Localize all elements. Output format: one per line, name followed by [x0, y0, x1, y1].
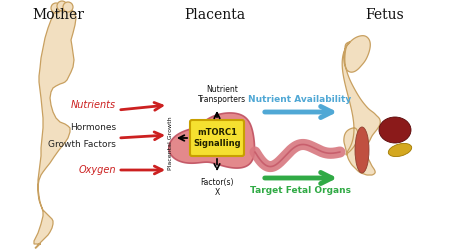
FancyBboxPatch shape — [190, 120, 244, 156]
Text: Placenta: Placenta — [184, 8, 246, 22]
Ellipse shape — [63, 2, 73, 12]
Text: Factor(s)
X: Factor(s) X — [200, 178, 234, 198]
Text: Growth Factors: Growth Factors — [48, 140, 116, 149]
Polygon shape — [342, 36, 380, 175]
Text: Target Fetal Organs: Target Fetal Organs — [249, 186, 351, 195]
Ellipse shape — [355, 127, 369, 173]
Text: mTORC1
Signalling: mTORC1 Signalling — [193, 128, 241, 148]
Text: Placental Growth: Placental Growth — [167, 116, 172, 170]
Text: Nutrients: Nutrients — [71, 100, 116, 110]
Text: Nutrient Availability: Nutrient Availability — [248, 95, 351, 104]
Ellipse shape — [379, 117, 411, 143]
Text: Hormones: Hormones — [70, 123, 116, 132]
Ellipse shape — [57, 1, 67, 11]
Ellipse shape — [388, 144, 412, 156]
Text: Oxygen: Oxygen — [78, 165, 116, 175]
Text: Mother: Mother — [32, 8, 84, 22]
Text: Nutrient
Transporters: Nutrient Transporters — [198, 84, 246, 104]
Ellipse shape — [51, 3, 61, 13]
Polygon shape — [34, 6, 76, 248]
Polygon shape — [169, 113, 255, 168]
Text: Fetus: Fetus — [365, 8, 405, 22]
